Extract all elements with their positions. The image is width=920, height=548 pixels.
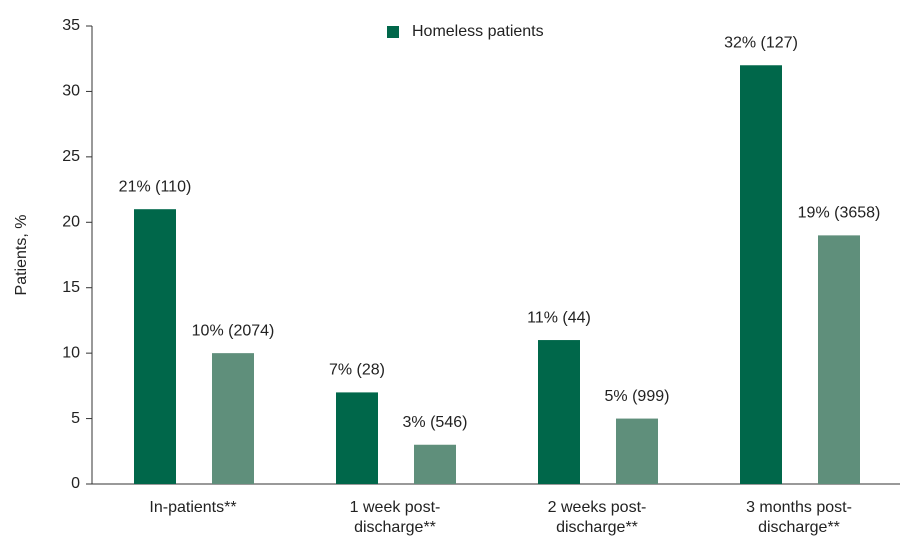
bar bbox=[336, 392, 378, 484]
value-label: 3% (546) bbox=[403, 414, 468, 431]
bar bbox=[538, 340, 580, 484]
x-tick-label-line: discharge** bbox=[354, 519, 436, 536]
y-tick-label: 5 bbox=[71, 410, 80, 427]
value-label: 7% (28) bbox=[329, 362, 385, 379]
y-tick-label: 15 bbox=[62, 279, 80, 296]
value-label: 19% (3658) bbox=[798, 205, 881, 222]
y-tick-label: 0 bbox=[71, 475, 80, 492]
x-tick-label-line: discharge** bbox=[758, 519, 840, 536]
bar bbox=[616, 418, 658, 484]
bar bbox=[818, 235, 860, 484]
value-label: 32% (127) bbox=[724, 34, 798, 51]
y-tick-label: 30 bbox=[62, 83, 80, 100]
y-tick-label: 25 bbox=[62, 148, 80, 165]
bar bbox=[134, 209, 176, 484]
x-tick-label-line: 3 months post- bbox=[746, 499, 852, 516]
bar bbox=[212, 353, 254, 484]
legend-swatch bbox=[387, 26, 399, 38]
x-tick-label-line: 2 weeks post- bbox=[548, 499, 647, 516]
x-tick-label-line: 1 week post- bbox=[350, 499, 441, 516]
value-label: 5% (999) bbox=[605, 388, 670, 405]
y-tick-label: 20 bbox=[62, 214, 80, 231]
y-axis-label: Patients, % bbox=[13, 215, 30, 296]
value-label: 21% (110) bbox=[119, 178, 192, 195]
y-tick-label: 35 bbox=[62, 17, 80, 34]
value-label: 10% (2074) bbox=[192, 322, 275, 339]
x-tick-label: 3 months post-discharge** bbox=[746, 499, 852, 536]
x-tick-label: 2 weeks post-discharge** bbox=[548, 499, 647, 536]
x-tick-label: 1 week post-discharge** bbox=[350, 499, 441, 536]
bar bbox=[414, 444, 456, 484]
value-label: 11% (44) bbox=[527, 309, 591, 326]
bar bbox=[740, 65, 782, 484]
x-tick-label: In-patients** bbox=[149, 499, 236, 516]
legend-label: Homeless patients bbox=[412, 23, 544, 40]
y-tick-label: 10 bbox=[62, 344, 80, 361]
x-tick-label-line: discharge** bbox=[556, 519, 638, 536]
